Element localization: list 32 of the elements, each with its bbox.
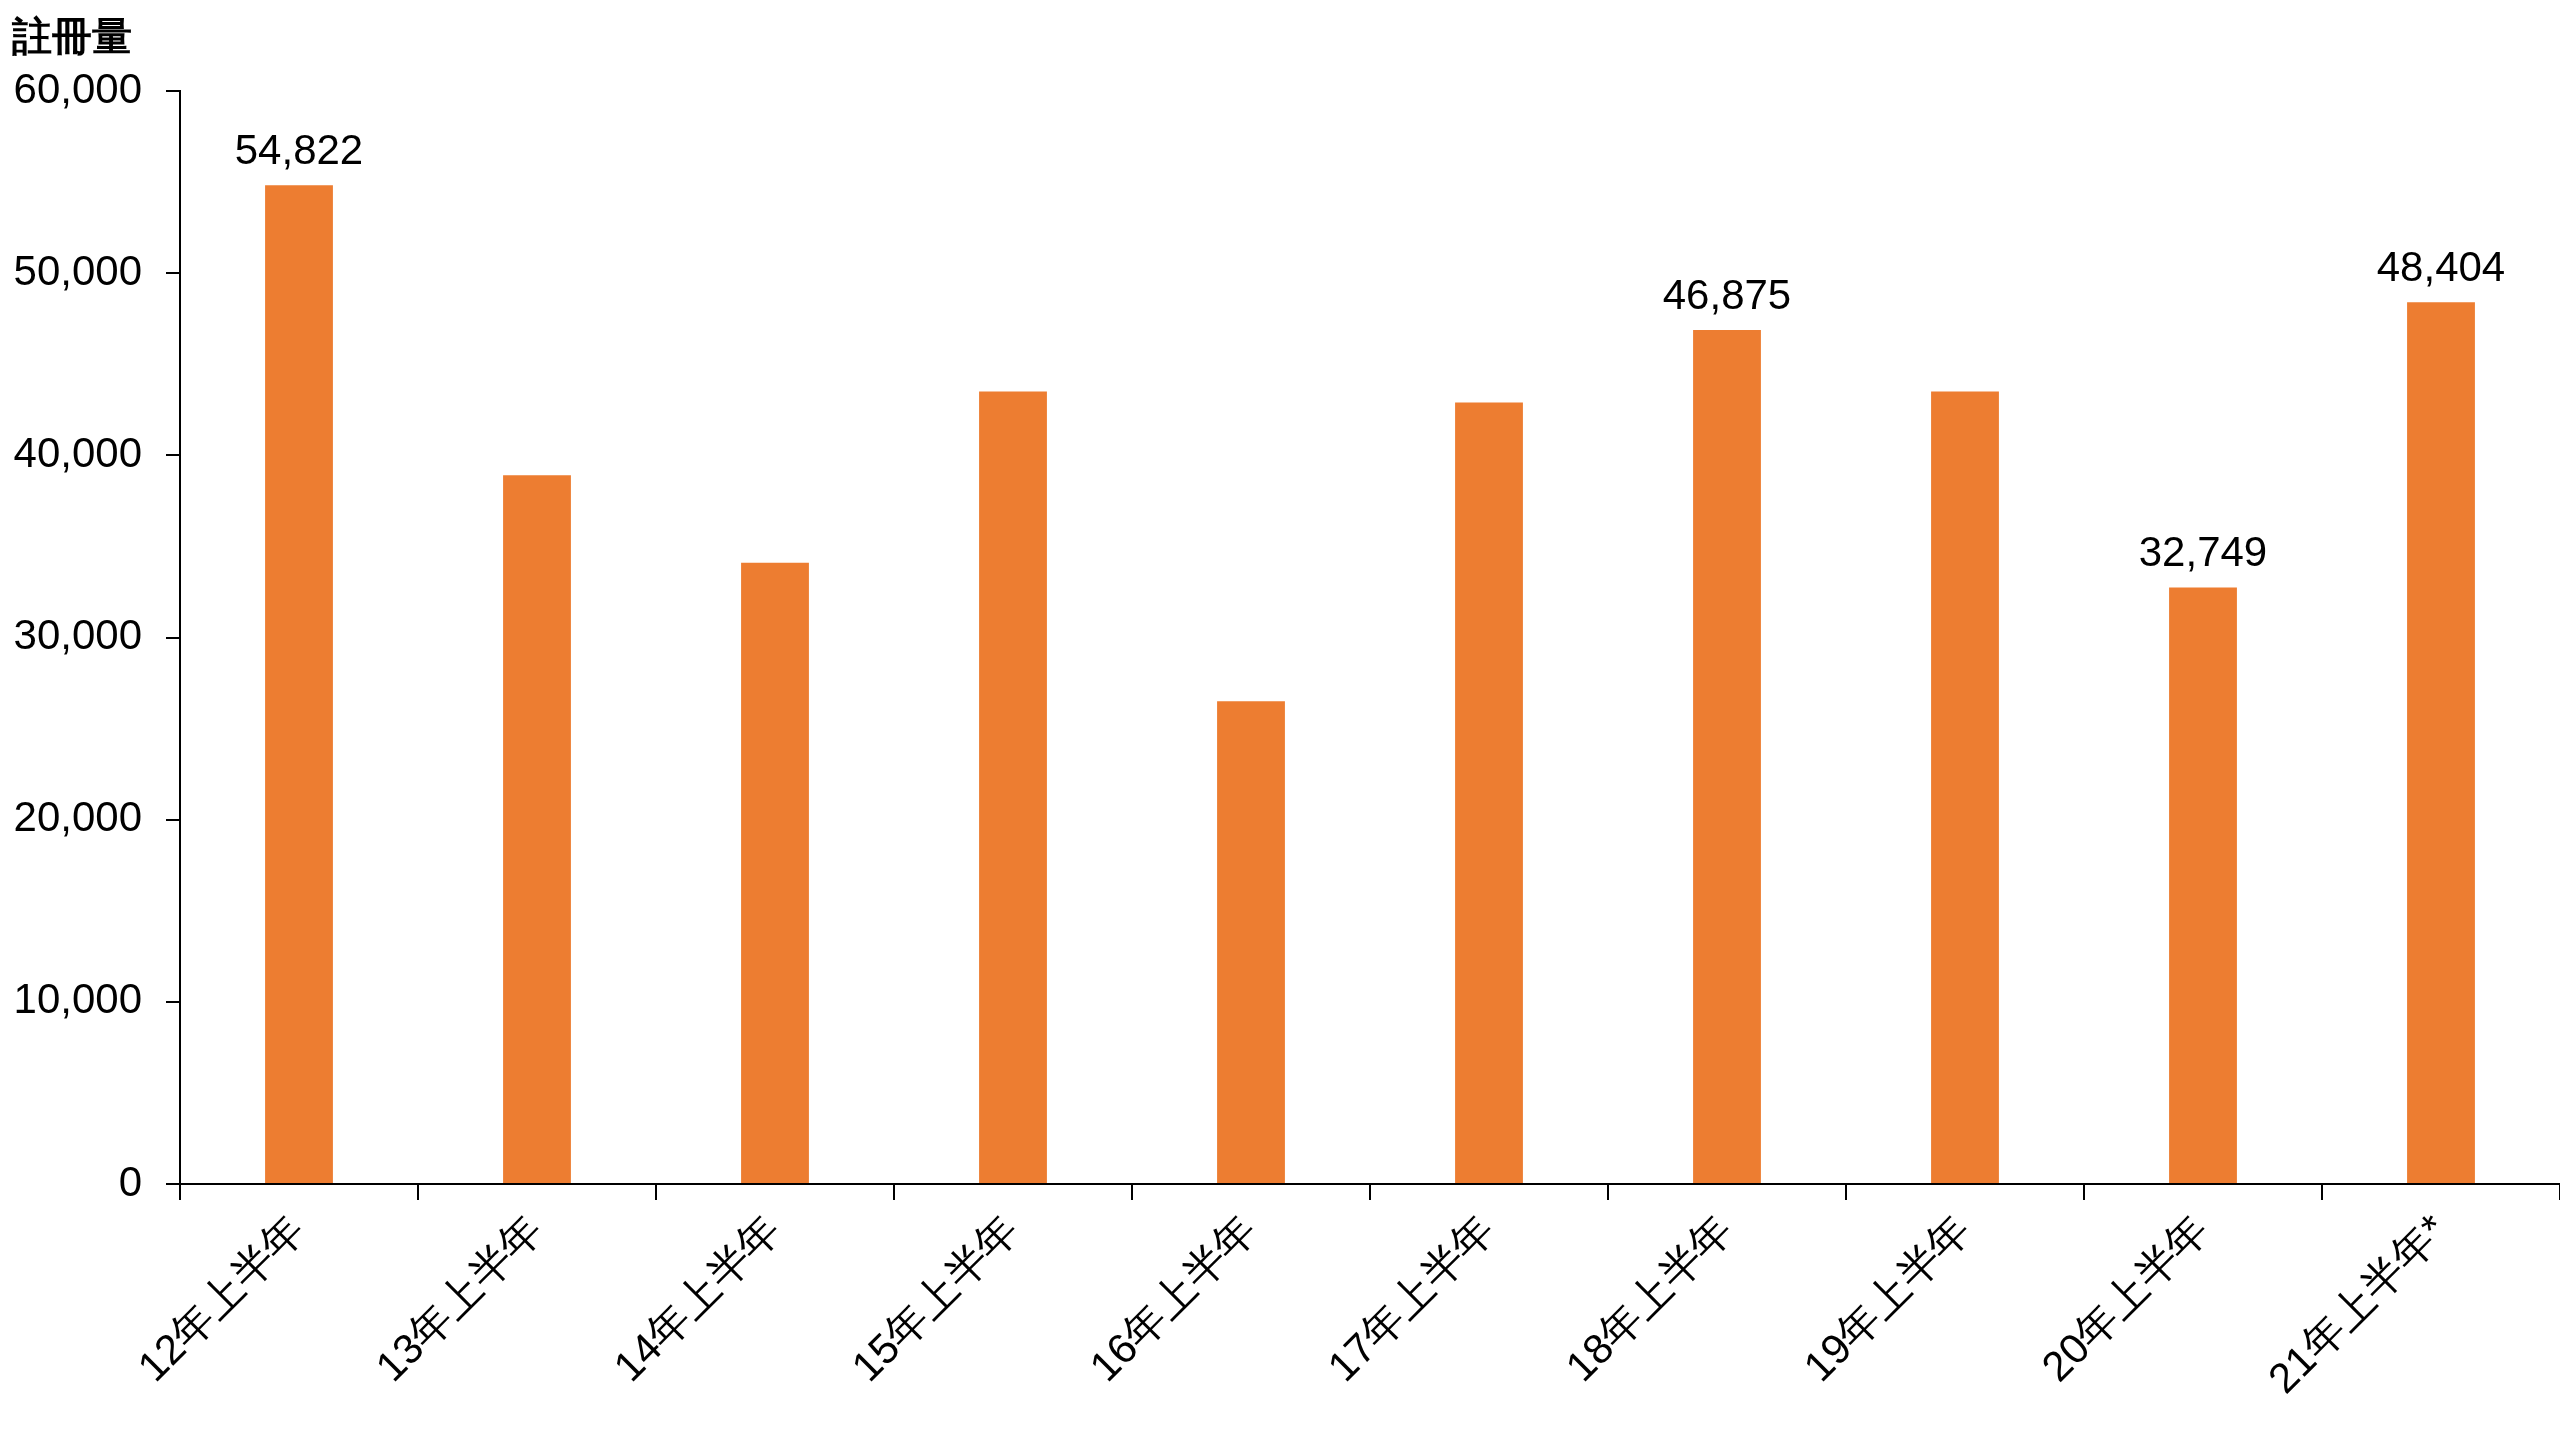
bar — [503, 475, 571, 1183]
x-tick-label: 12年上半年 — [128, 1205, 314, 1391]
bar — [2407, 302, 2475, 1183]
bar — [2169, 587, 2237, 1183]
x-tick-label: 14年上半年 — [604, 1205, 790, 1391]
y-tick-label: 50,000 — [13, 246, 142, 294]
bar — [1455, 402, 1523, 1183]
y-tick-label: 10,000 — [13, 975, 142, 1023]
x-tick-label: 19年上半年 — [1794, 1205, 1980, 1391]
data-label: 32,749 — [2138, 528, 2268, 575]
y-tick-label: 40,000 — [13, 428, 142, 476]
bar — [1217, 701, 1285, 1183]
y-tick-label: 20,000 — [13, 793, 142, 841]
bar — [1931, 391, 1999, 1183]
data-label: 54,822 — [234, 125, 364, 173]
x-tick-label: 21年上半年* — [2258, 1205, 2456, 1402]
data-label: 48,404 — [2376, 242, 2506, 290]
bar — [741, 562, 809, 1183]
y-tick-label: 30,000 — [13, 611, 142, 659]
bar — [265, 185, 333, 1183]
x-tick-label: 20年上半年 — [2032, 1205, 2218, 1391]
y-axis-title: 註冊量 — [11, 14, 132, 59]
bar — [1693, 330, 1761, 1183]
y-tick-label: 0 — [118, 1157, 142, 1205]
x-tick-label: 18年上半年 — [1556, 1205, 1742, 1391]
x-tick-label: 16年上半年 — [1080, 1205, 1266, 1391]
y-tick-label: 60,000 — [13, 64, 142, 112]
x-tick-label: 15年上半年 — [842, 1205, 1028, 1391]
x-tick-label: 13年上半年 — [366, 1205, 552, 1391]
data-label: 46,875 — [1662, 270, 1792, 318]
bar — [979, 391, 1047, 1183]
x-tick-label: 17年上半年 — [1318, 1205, 1504, 1391]
